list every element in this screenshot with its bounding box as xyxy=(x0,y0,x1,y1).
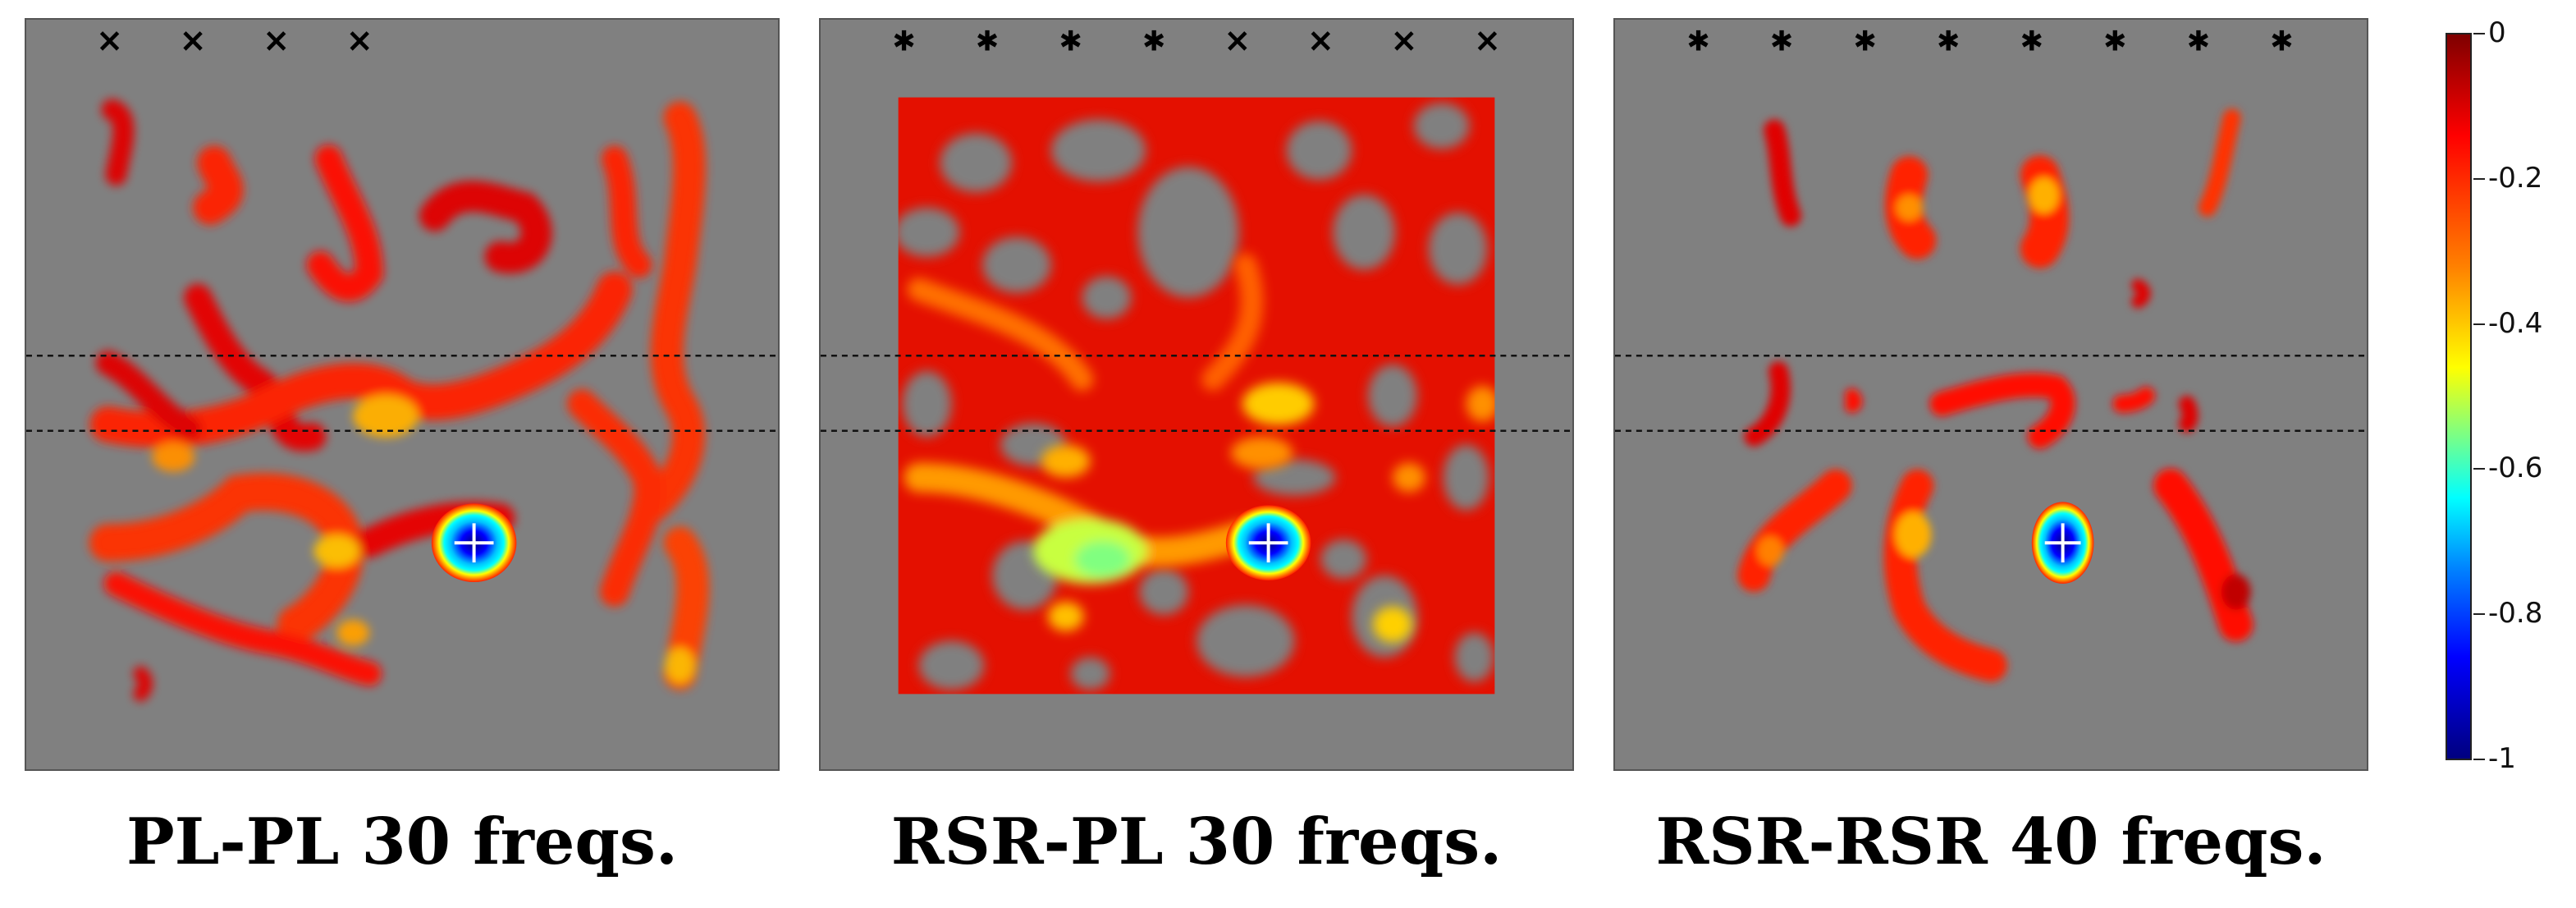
colorbar-tick xyxy=(2473,177,2485,180)
top-marker: × xyxy=(1474,21,1501,59)
top-marker: ✱ xyxy=(2187,25,2210,57)
crosshair-marker-2 xyxy=(1248,523,1288,563)
top-marker: ✱ xyxy=(2270,25,2293,57)
top-marker: × xyxy=(1390,21,1417,59)
top-marker: ✱ xyxy=(1770,25,1793,57)
panel-title-3: RSR-RSR 40 freqs. xyxy=(1655,805,2327,879)
top-marker: ✱ xyxy=(1059,25,1082,57)
marker-row-3: ✱ ✱ ✱ ✱ ✱ ✱ ✱ ✱ xyxy=(1686,25,2293,57)
colorbar-tick-label: -0.6 xyxy=(2488,452,2543,485)
top-marker: × xyxy=(1307,21,1334,59)
panel-title-1: PL-PL 30 freqs. xyxy=(126,805,679,879)
colorbar-tick-label: 0 xyxy=(2488,16,2506,49)
top-marker: ✱ xyxy=(976,25,999,57)
colorbar-tick xyxy=(2473,468,2485,470)
top-marker: ✱ xyxy=(2103,25,2126,57)
top-marker: × xyxy=(1224,21,1251,59)
heatmap-3: ✱ ✱ ✱ ✱ ✱ ✱ ✱ ✱ xyxy=(1615,25,2367,682)
top-marker: ✱ xyxy=(1937,25,1960,57)
top-marker: × xyxy=(346,21,373,59)
heatmap-2: ✱ ✱ ✱ ✱ × × × × xyxy=(821,20,1572,769)
colorbar-tick xyxy=(2473,33,2485,34)
colorbar-tick-label: -0.2 xyxy=(2488,161,2543,195)
top-marker: × xyxy=(96,21,123,59)
top-marker: ✱ xyxy=(892,25,915,57)
colorbar-tick xyxy=(2473,613,2485,616)
top-marker: ✱ xyxy=(2020,25,2043,57)
colorbar xyxy=(2446,33,2472,760)
colorbar-tick-label: -0.4 xyxy=(2488,306,2543,340)
top-marker: × xyxy=(263,21,290,59)
top-marker: ✱ xyxy=(1853,25,1876,57)
top-marker: ✱ xyxy=(1686,25,1709,57)
colorbar-tick xyxy=(2473,323,2485,325)
colorbar-tick-label: -1 xyxy=(2488,742,2516,775)
marker-row-2: ✱ ✱ ✱ ✱ × × × × xyxy=(892,21,1501,59)
colorbar-tick-label: -0.8 xyxy=(2488,597,2543,631)
marker-row-1: × × × × xyxy=(96,21,373,59)
heatmap-1: × × × × xyxy=(26,21,778,702)
top-marker: × xyxy=(179,21,206,59)
colorbar-tick xyxy=(2473,759,2485,760)
heatmap-panel-1: × × × × xyxy=(25,18,780,771)
crosshair-marker-1 xyxy=(454,523,494,563)
panel-title-2: RSR-PL 30 freqs. xyxy=(890,805,1503,879)
heatmap-panel-2: ✱ ✱ ✱ ✱ × × × × xyxy=(819,18,1574,771)
crosshair-marker-3 xyxy=(2044,523,2081,563)
top-marker: ✱ xyxy=(1142,25,1165,57)
heatmap-panel-3: ✱ ✱ ✱ ✱ ✱ ✱ ✱ ✱ xyxy=(1613,18,2368,771)
